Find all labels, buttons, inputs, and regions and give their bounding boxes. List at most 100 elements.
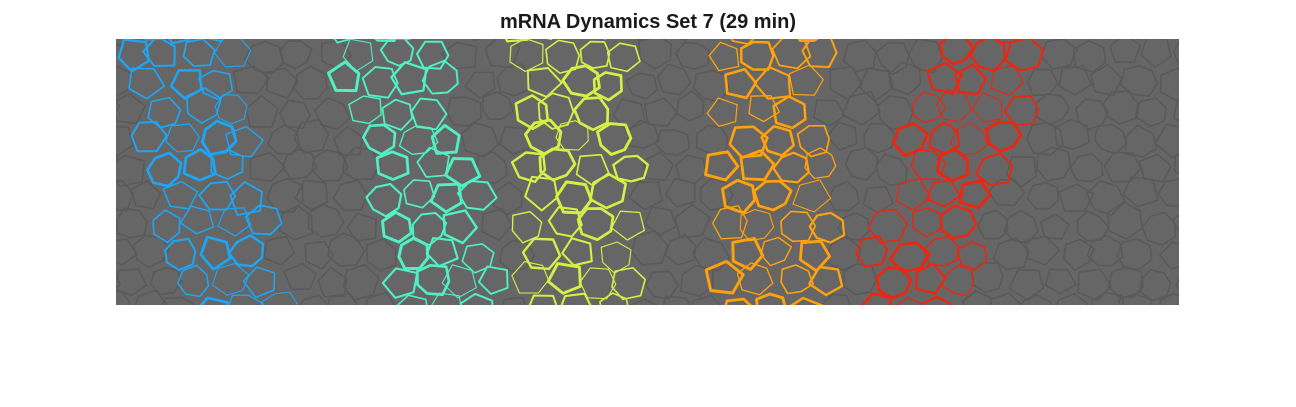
stripe-cell [381,98,414,131]
tissue-cell [1159,293,1179,305]
tissue-cell [266,177,304,214]
stripe-cell [971,92,1003,123]
stripe-cell [573,96,610,132]
tissue-cell [282,262,317,291]
tissue-cell [1108,265,1144,298]
tissue-cell [298,294,330,305]
tissue-cell [628,180,664,211]
tissue-cell [1024,235,1061,266]
stripe-cell [261,291,299,305]
tissue-cell [116,268,148,297]
stripe-cell [736,262,774,296]
stripe-cell [459,292,494,305]
tissue-cell [492,181,523,216]
stripe-cell [179,205,215,235]
tissue-cell [1119,65,1159,97]
tissue-cell [827,180,861,212]
tissue-cell [1008,268,1045,301]
stripe-cell [227,234,265,268]
stripe-cell [210,148,244,180]
stripe-cell [117,39,150,73]
stripe-cell [953,63,988,96]
expression-stripes [117,39,1045,305]
stripe-cell [561,64,601,98]
stripe-cell [755,292,787,305]
stripe-cell [547,206,583,238]
tissue-cell [1075,98,1110,131]
stripe-cell [772,151,810,184]
tissue-cell [480,207,514,242]
tissue-cell [116,92,146,125]
tissue-cell [629,298,658,305]
tissue-cell [679,39,689,42]
stripe-cell [538,147,577,182]
stripe-cell [242,266,276,299]
stripe-cell [410,97,448,131]
tissue-cell [657,63,692,96]
tissue-cell [307,203,345,238]
tissue-cell [824,234,862,271]
stripe-cell [561,237,593,267]
stripe-cell [808,265,844,297]
figure-title: mRNA Dynamics Set 7 (29 min) [499,11,796,33]
stripe-cell [589,172,628,210]
tissue-cell [313,97,351,131]
stripe-cell [799,239,831,273]
stripe-cell [537,92,575,130]
tissue-cell [1072,39,1107,73]
stripe-cell [895,296,923,305]
tissue-cell [680,264,714,297]
tissue-cell [279,40,313,70]
stripe-cell [477,265,509,295]
stripe-cell [706,97,738,127]
stripe-cell [739,149,776,182]
stripe-cell [560,292,592,305]
stripe-cell [712,205,748,240]
stripe-cell [731,236,765,271]
tissue-cell [664,234,697,266]
stripe-cell [430,123,461,155]
stripe-cell [1004,39,1045,72]
tissue-cell [1122,176,1159,208]
tissue-cell [464,71,496,100]
stripe-cell [892,122,929,158]
tissue-cell [116,125,135,158]
tissue-cell [1140,39,1173,69]
tissue-cell [116,155,119,164]
tissue-cell [1039,213,1070,241]
stripe-cell [228,294,263,305]
stripe-cell [576,207,615,242]
tissue-cell [501,296,527,305]
tissue-cell [262,235,296,266]
stripe-cell [327,60,361,93]
tissue-cell [1058,65,1093,96]
tissue-cell [1076,210,1110,242]
stripe-cell [396,294,428,305]
tissue-cell [862,185,895,214]
tissue-cell [644,270,680,300]
stripe-cell [397,236,430,270]
stripe-cell [524,175,559,212]
stripe-cell [217,207,252,237]
tissue-cell [842,262,878,296]
stripe-cell [606,42,641,73]
stripe-cell [431,292,462,305]
tissue-cell [662,295,691,305]
tissue-cell [1124,124,1158,158]
stripe-cell [771,39,812,70]
stripe-cell [147,96,182,129]
stripe-cell [528,294,558,305]
tissue-cell [1173,153,1179,175]
stripe-cell [142,39,176,68]
tissue-cell [1044,268,1078,295]
tissue-cell [116,179,135,212]
tissue-cell [1158,241,1179,270]
tissue-cell [311,149,349,182]
tissue-cell [282,148,318,180]
stripe-cell [739,208,775,242]
stripe-cell [390,61,428,96]
stripe-cell [416,146,450,178]
stripe-cell [956,241,988,271]
tissue-cell [327,232,366,268]
stripe-cell [579,40,611,69]
